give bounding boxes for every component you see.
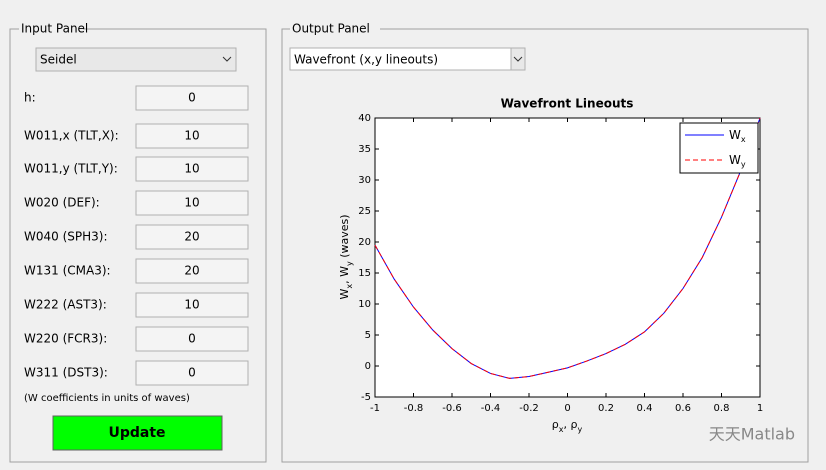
input-panel — [9, 28, 267, 463]
legend-label-part: W — [729, 128, 741, 142]
watermark: 天天Matlab — [709, 425, 795, 444]
field-label: W040 (SPH3): — [24, 230, 108, 244]
y-tick-label: 15 — [358, 268, 371, 279]
y-tick-label: 10 — [358, 299, 371, 310]
panel-title-bg — [290, 22, 380, 36]
input-panel-title: Input Panel — [21, 22, 88, 36]
field-box[interactable] — [135, 224, 249, 250]
plot-title: Wavefront Lineouts — [501, 97, 634, 111]
y-axis-label-part: y — [345, 261, 354, 266]
field-value[interactable]: 10 — [184, 298, 199, 312]
y-axis-label-part: , W — [338, 266, 351, 284]
plot-dropdown[interactable]: Wavefront (x,y lineouts) — [289, 47, 526, 71]
legend-box — [679, 122, 759, 174]
y-tick-label: 30 — [358, 175, 371, 186]
field-value[interactable]: 20 — [184, 264, 199, 278]
x-tick-label: -0.4 — [481, 403, 501, 414]
field-value[interactable]: 10 — [184, 196, 199, 210]
dropdown-arrow[interactable] — [513, 56, 523, 62]
method-dropdown[interactable]: Seidel — [35, 47, 237, 72]
y-tick-label: 5 — [365, 330, 371, 341]
field-label: W131 (CMA3): — [24, 264, 111, 278]
panel-title-bg — [19, 22, 83, 36]
x-tick-label: 1 — [757, 403, 763, 414]
x-tick-label: -0.2 — [519, 403, 539, 414]
field-value[interactable]: 10 — [184, 162, 199, 176]
x-tick-label: -0.8 — [404, 403, 424, 414]
dropdown-button[interactable] — [510, 47, 526, 71]
legend-label-part: y — [741, 160, 746, 169]
y-axis-label-part: (waves) — [338, 214, 351, 261]
x-tick-label: 0.4 — [637, 403, 653, 414]
series-line — [374, 117, 761, 379]
field-box[interactable] — [135, 123, 249, 149]
field-box[interactable] — [135, 156, 249, 182]
x-tick-label: 0.2 — [598, 403, 614, 414]
update-button[interactable] — [52, 415, 223, 451]
field-label: W020 (DEF): — [24, 196, 100, 210]
x-tick-label: 0.8 — [714, 403, 730, 414]
field-value[interactable]: 10 — [184, 129, 199, 143]
field-box[interactable] — [135, 258, 249, 284]
output-panel — [281, 28, 809, 463]
y-tick-label: 40 — [358, 113, 371, 124]
y-tick-label: 25 — [358, 206, 371, 217]
field-label: W011,x (TLT,X): — [24, 129, 119, 143]
legend-label: Wy — [729, 153, 746, 169]
field-label: W011,y (TLT,Y): — [24, 162, 118, 176]
legend-label: Wx — [729, 128, 746, 144]
x-tick-label: 0 — [564, 403, 570, 414]
y-tick-label: 35 — [358, 144, 371, 155]
y-tick-label: -5 — [361, 392, 371, 403]
legend-label-part: x — [741, 135, 746, 144]
y-axis-label: Wx, Wy (waves) — [338, 214, 354, 299]
dropdown-arrow[interactable] — [222, 56, 232, 62]
field-label: h: — [24, 91, 36, 105]
field-label: W220 (FCR3): — [24, 332, 107, 346]
update-button-label[interactable]: Update — [108, 425, 165, 441]
y-axis-label-part: x — [345, 284, 354, 289]
dropdown-text[interactable]: Wavefront (x,y lineouts) — [294, 53, 438, 67]
field-value[interactable]: 20 — [184, 230, 199, 244]
note: (W coefficients in units of waves) — [24, 393, 190, 404]
field-value[interactable]: 0 — [188, 366, 196, 380]
field-box[interactable] — [135, 190, 249, 216]
dropdown-box[interactable] — [35, 47, 237, 72]
field-box[interactable] — [135, 292, 249, 318]
x-axis-label-part: x — [559, 425, 564, 434]
field-value[interactable]: 0 — [188, 332, 196, 346]
legend-label-part: W — [729, 153, 741, 167]
x-axis-label: ρx, ρy — [552, 418, 583, 434]
x-tick-label: 0.6 — [675, 403, 691, 414]
field-label: W311 (DST3): — [24, 366, 108, 380]
y-tick-label: 0 — [365, 361, 371, 372]
field-label: W222 (AST3): — [24, 298, 107, 312]
x-axis-label-part: y — [577, 425, 582, 434]
dropdown-text[interactable]: Seidel — [40, 53, 77, 67]
y-tick-label: 20 — [358, 237, 371, 248]
field-box[interactable] — [135, 326, 249, 352]
x-tick-label: -1 — [370, 403, 380, 414]
field-box[interactable] — [135, 85, 249, 111]
field-value[interactable]: 0 — [188, 91, 196, 105]
y-axis-label-part: W — [338, 289, 351, 300]
x-axis-label-part: ρ — [552, 418, 559, 431]
output-panel-title: Output Panel — [292, 22, 370, 36]
x-tick-label: -0.6 — [442, 403, 462, 414]
x-axis-label-part: , ρ — [564, 418, 578, 431]
field-box[interactable] — [135, 360, 249, 386]
